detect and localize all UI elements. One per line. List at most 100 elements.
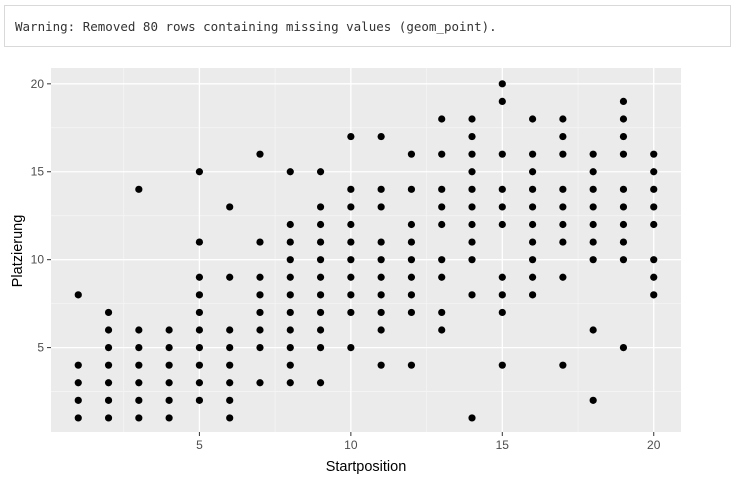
scatter-point <box>619 238 628 246</box>
scatter-point <box>619 203 628 211</box>
scatter-point <box>135 343 143 352</box>
scatter-point <box>286 220 294 229</box>
scatter-point <box>619 220 628 229</box>
scatter-point <box>347 203 355 211</box>
minor-gridlines <box>51 68 681 432</box>
scatter-point <box>286 343 294 352</box>
scatter-point <box>468 150 476 158</box>
scatter-point <box>135 185 143 193</box>
scatter-point <box>559 115 567 123</box>
scatter-point <box>438 273 446 281</box>
scatter-point <box>498 273 506 281</box>
scatter-point <box>256 308 264 317</box>
scatter-point <box>468 203 476 211</box>
x-axis-tick-label: 20 <box>647 438 661 452</box>
scatter-point <box>104 343 113 352</box>
scatter-point <box>559 150 567 158</box>
scatter-point <box>195 308 204 317</box>
scatter-point <box>528 256 537 264</box>
scatter-point <box>286 168 294 176</box>
scatter-point <box>347 256 355 264</box>
x-axis-tick-label: 5 <box>196 438 203 452</box>
scatter-point <box>619 115 628 123</box>
scatter-point <box>226 343 234 352</box>
axes: 5 10 15 20 5 10 15 20 <box>31 77 661 452</box>
scatter-point <box>528 238 537 246</box>
x-axis-title: Startposition <box>326 459 407 475</box>
scatter-point <box>559 132 567 141</box>
scatter-point <box>316 326 325 334</box>
scatter-point <box>498 185 506 193</box>
scatter-point <box>195 168 204 176</box>
scatter-point <box>498 203 506 211</box>
scatter-point <box>256 150 264 158</box>
scatter-point <box>528 168 537 176</box>
scatter-point <box>407 273 416 281</box>
scatter-point <box>256 291 264 299</box>
scatter-point <box>74 291 82 299</box>
scatter-point <box>226 203 234 211</box>
scatter-point <box>226 379 234 387</box>
scatter-point <box>316 238 325 246</box>
scatter-point <box>498 291 506 299</box>
scatter-point <box>498 150 506 158</box>
scatter-point <box>498 80 506 88</box>
scatter-point <box>286 361 294 369</box>
scatter-point <box>468 115 476 123</box>
scatter-point <box>104 361 113 369</box>
y-axis-tick-label: 15 <box>31 165 45 179</box>
scatter-point <box>195 396 204 404</box>
scatter-point <box>407 308 416 317</box>
scatter-point <box>589 168 597 176</box>
scatter-point <box>650 220 658 229</box>
scatter-point <box>650 291 658 299</box>
scatter-point <box>286 291 294 299</box>
scatter-point <box>377 326 385 334</box>
data-points <box>74 80 658 422</box>
scatter-point <box>316 343 325 352</box>
scatter-point <box>528 150 537 158</box>
scatter-point <box>468 238 476 246</box>
scatter-point <box>226 361 234 369</box>
scatter-point <box>650 256 658 264</box>
scatter-point <box>468 132 476 141</box>
y-axis-tick-label: 10 <box>31 253 45 267</box>
scatter-point <box>619 132 628 141</box>
scatter-point <box>498 220 506 229</box>
scatter-point <box>619 97 628 106</box>
scatter-point <box>589 185 597 193</box>
scatter-point <box>589 238 597 246</box>
scatter-point <box>619 343 628 352</box>
scatter-point <box>104 379 113 387</box>
scatter-point <box>468 291 476 299</box>
scatter-point <box>559 203 567 211</box>
scatter-point <box>468 168 476 176</box>
scatter-point <box>377 273 385 281</box>
scatter-point <box>498 361 506 369</box>
scatter-point <box>316 273 325 281</box>
scatter-point <box>195 326 204 334</box>
scatter-point <box>377 256 385 264</box>
scatter-point <box>165 326 173 334</box>
scatter-point <box>407 238 416 246</box>
scatter-point <box>650 150 658 158</box>
scatter-point <box>528 220 537 229</box>
scatter-point <box>135 396 143 404</box>
scatter-point <box>226 414 234 422</box>
scatter-point <box>347 343 355 352</box>
scatter-point <box>226 396 234 404</box>
scatter-point <box>377 361 385 369</box>
scatter-point <box>256 343 264 352</box>
scatter-point <box>407 256 416 264</box>
y-axis-tick-label: 5 <box>37 341 44 355</box>
scatter-point <box>619 150 628 158</box>
scatter-point <box>195 238 204 246</box>
scatter-point <box>135 379 143 387</box>
scatter-point <box>468 220 476 229</box>
scatter-plot: 5 10 15 20 5 10 15 20 Startposition Platzierung <box>10 68 681 475</box>
scatter-point <box>438 203 446 211</box>
scatter-point <box>165 343 173 352</box>
major-gridlines <box>51 68 681 432</box>
scatter-point <box>286 256 294 264</box>
scatter-point <box>498 97 506 106</box>
